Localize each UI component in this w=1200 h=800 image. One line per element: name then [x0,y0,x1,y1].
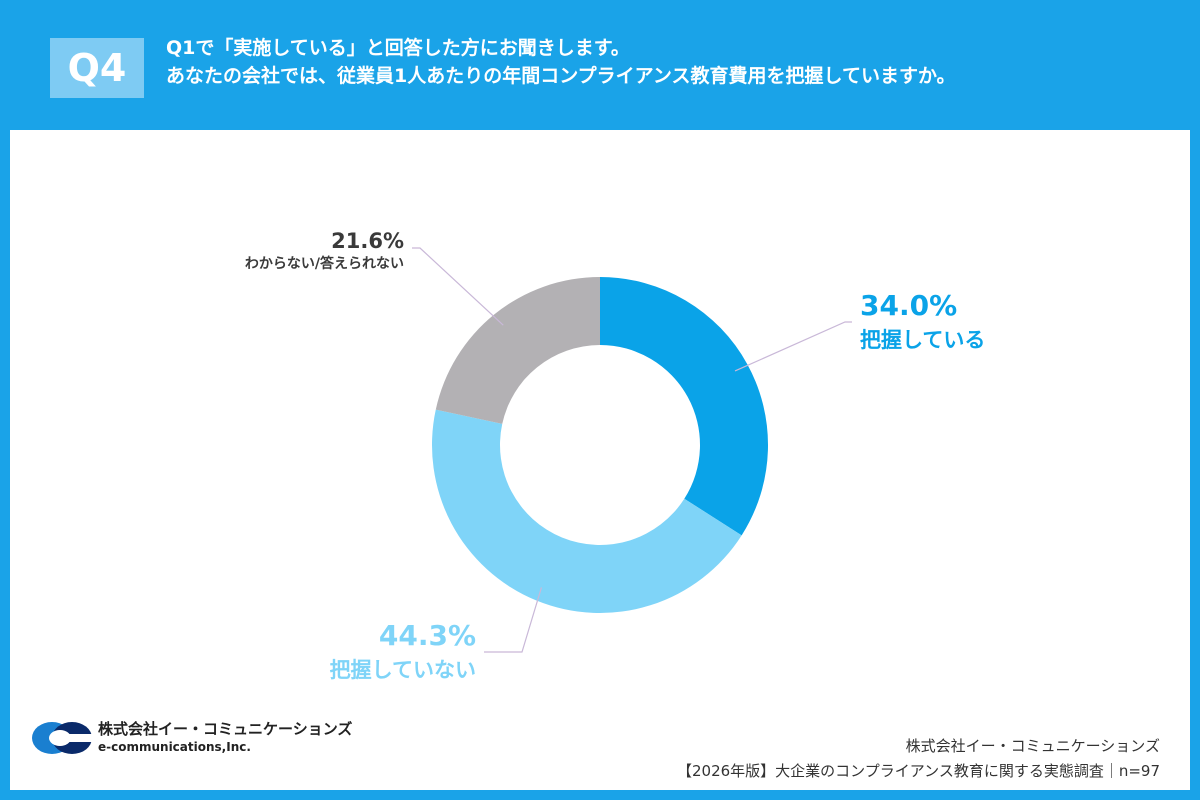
leader-line-3 [412,247,504,326]
slice-category-label: 把握している [860,328,985,352]
slice-percent-label: 44.3% [379,619,476,652]
header-bar: Q4 Q1で「実施している」と回答した方にお聞きします。 あなたの会社では、従業… [0,0,1200,130]
donut-slice-1 [600,277,769,536]
source-company: 株式会社イー・コミュニケーションズ [905,737,1160,755]
logo-company-name: 株式会社イー・コミュニケーションズ [98,720,353,738]
slice-category-label: わからない/答えられない [245,255,404,272]
company-logo-icon [32,722,94,754]
question-line-2: あなたの会社では、従業員1人あたりの年間コンプライアンス教育費用を把握しています… [166,65,956,87]
company-logo: 株式会社イー・コミュニケーションズ e-communications,Inc. [30,712,390,762]
slice-percent-label: 21.6% [331,229,404,253]
chart-panel [10,130,1190,790]
source-note: 株式会社イー・コミュニケーションズ 【2026年版】大企業のコンプライアンス教育… [677,734,1160,784]
donut-slice-3 [435,277,600,424]
leader-line-2 [484,587,543,653]
question-number-badge: Q4 [50,38,144,98]
donut-slice-2 [432,409,742,613]
slice-category-label: 把握していない [330,658,476,682]
logo-company-english: e-communications,Inc. [98,740,251,754]
slice-percent-label: 34.0% [860,289,957,322]
source-survey: 【2026年版】大企業のコンプライアンス教育に関する実態調査｜n=97 [677,762,1160,780]
question-text: Q1で「実施している」と回答した方にお聞きします。 あなたの会社では、従業員1人… [166,34,1166,90]
leader-line-1 [734,321,852,372]
question-line-1: Q1で「実施している」と回答した方にお聞きします。 [166,37,630,59]
